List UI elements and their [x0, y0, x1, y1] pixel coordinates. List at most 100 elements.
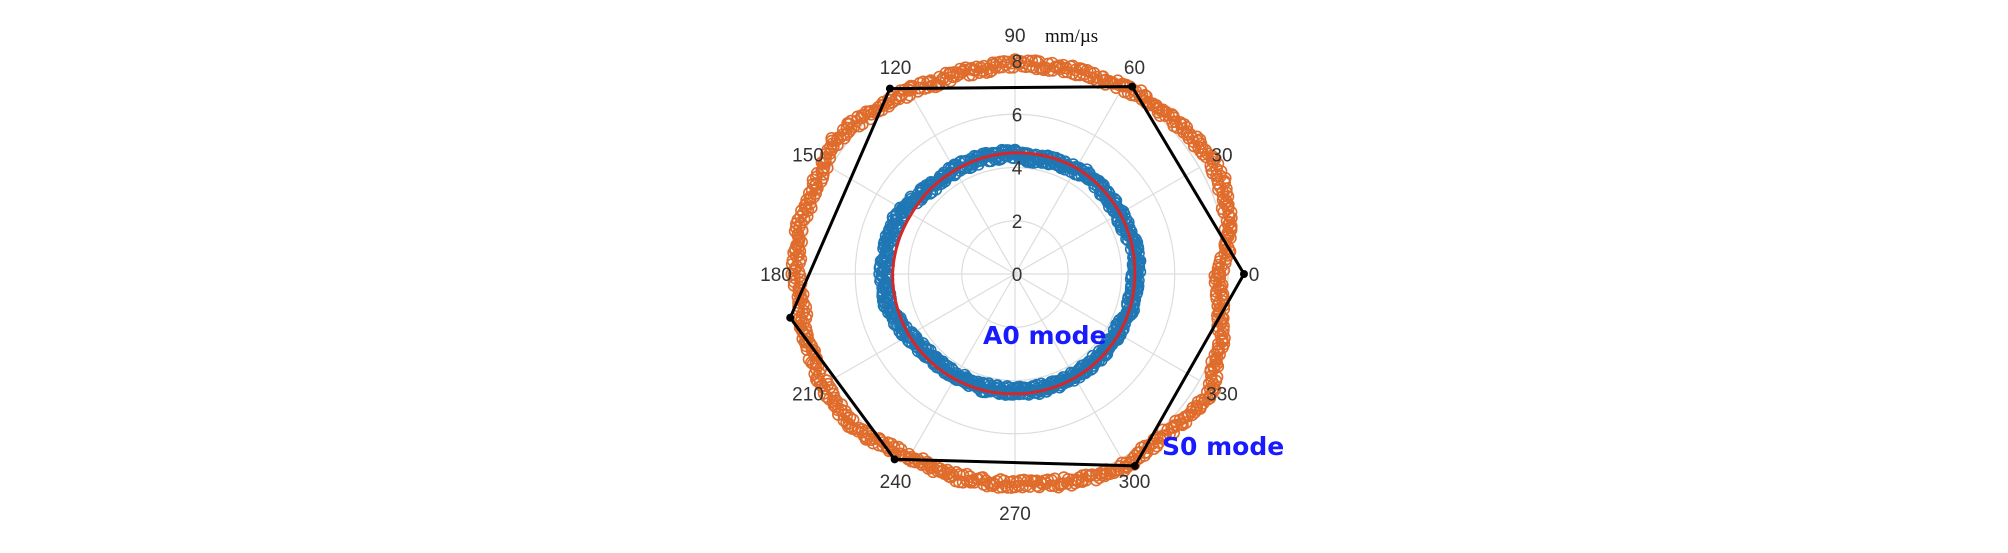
data-point — [874, 433, 887, 447]
annotation-a0-mode: A0 mode — [983, 321, 1107, 350]
data-point — [884, 308, 898, 321]
data-point — [953, 67, 966, 81]
vertex-point — [890, 455, 899, 464]
data-point — [1174, 118, 1188, 131]
data-point — [788, 244, 802, 258]
data-point — [842, 118, 856, 131]
angle-tick-label: 30 — [1211, 146, 1232, 167]
data-point — [882, 226, 895, 240]
data-point — [818, 382, 831, 395]
data-point — [1058, 155, 1072, 169]
angle-tick-label: 240 — [880, 472, 912, 493]
data-point — [1030, 55, 1044, 69]
angle-tick-label: 0 — [1249, 265, 1260, 286]
data-point — [1210, 357, 1224, 371]
data-point — [1057, 377, 1071, 390]
data-point — [878, 295, 892, 308]
data-point — [1214, 283, 1228, 297]
data-point — [1021, 474, 1034, 488]
data-point — [825, 134, 839, 148]
radial-tick-label: 8 — [1012, 52, 1023, 73]
data-point — [938, 364, 951, 378]
angle-tick-label: 120 — [880, 58, 912, 79]
data-point — [1075, 62, 1088, 76]
data-point — [876, 253, 889, 267]
data-point — [806, 177, 820, 191]
data-point — [815, 379, 828, 393]
data-point — [1193, 402, 1207, 415]
data-point — [805, 183, 819, 197]
data-point — [1213, 267, 1227, 281]
data-point — [1105, 338, 1119, 351]
data-point — [806, 357, 820, 371]
data-point — [1125, 268, 1139, 282]
data-point — [986, 58, 1000, 72]
data-point — [1130, 280, 1144, 294]
data-point — [795, 313, 808, 326]
data-point — [909, 339, 923, 353]
radial-tick-label: 4 — [1012, 159, 1023, 180]
data-point — [887, 213, 900, 227]
data-point — [1224, 221, 1238, 235]
data-point — [1174, 417, 1188, 430]
data-point — [1221, 198, 1235, 212]
data-point — [1099, 185, 1113, 199]
grid-spoke — [1014, 273, 1200, 382]
grid-spoke — [830, 166, 1016, 275]
angle-tick-label: 150 — [792, 146, 824, 167]
data-point — [943, 67, 957, 81]
angle-tick-label: 270 — [999, 504, 1031, 525]
data-point — [1008, 480, 1022, 494]
data-point — [862, 105, 876, 119]
data-point — [875, 267, 889, 281]
data-point — [1076, 475, 1089, 488]
grid-spoke — [907, 89, 1016, 275]
data-point — [928, 356, 942, 370]
data-point — [798, 199, 812, 213]
data-point — [827, 399, 841, 412]
data-point — [956, 65, 970, 79]
data-point — [964, 476, 978, 489]
data-point — [964, 61, 978, 75]
data-point — [1156, 103, 1170, 117]
data-point — [1211, 312, 1224, 326]
data-point — [887, 440, 901, 454]
data-point — [986, 479, 1000, 493]
angle-tick-label: 60 — [1124, 58, 1145, 79]
data-point — [919, 347, 933, 361]
data-point — [1166, 109, 1180, 123]
angle-tick-label: 330 — [1206, 385, 1238, 406]
data-point — [1217, 174, 1231, 188]
data-point — [908, 455, 922, 469]
data-point — [1138, 88, 1152, 102]
angle-tick-label: 180 — [760, 265, 792, 286]
data-point — [997, 474, 1011, 488]
data-point — [1052, 59, 1066, 72]
data-point — [1042, 64, 1056, 77]
grid-spoke — [830, 273, 1016, 382]
data-point — [1206, 382, 1220, 395]
data-point — [813, 367, 826, 380]
data-point — [876, 281, 889, 295]
grid-spoke — [1014, 166, 1200, 275]
data-point — [1068, 371, 1082, 385]
data-point — [1210, 351, 1224, 365]
data-point — [1216, 335, 1229, 348]
data-point — [1096, 70, 1110, 84]
data-point — [1215, 289, 1228, 303]
data-point — [1200, 385, 1214, 399]
data-point — [817, 157, 830, 170]
vertex-point — [885, 84, 894, 93]
data-point — [905, 192, 918, 206]
data-point — [860, 431, 874, 445]
radial-tick-label: 6 — [1012, 105, 1023, 126]
series-1 — [873, 143, 1147, 401]
data-point — [1112, 327, 1126, 341]
data-point — [1191, 134, 1205, 148]
angle-tick-label: 210 — [792, 385, 824, 406]
vertex-point — [1239, 270, 1248, 278]
data-point — [1107, 195, 1121, 209]
data-point — [1039, 61, 1053, 75]
grid-spoke — [907, 273, 1016, 459]
